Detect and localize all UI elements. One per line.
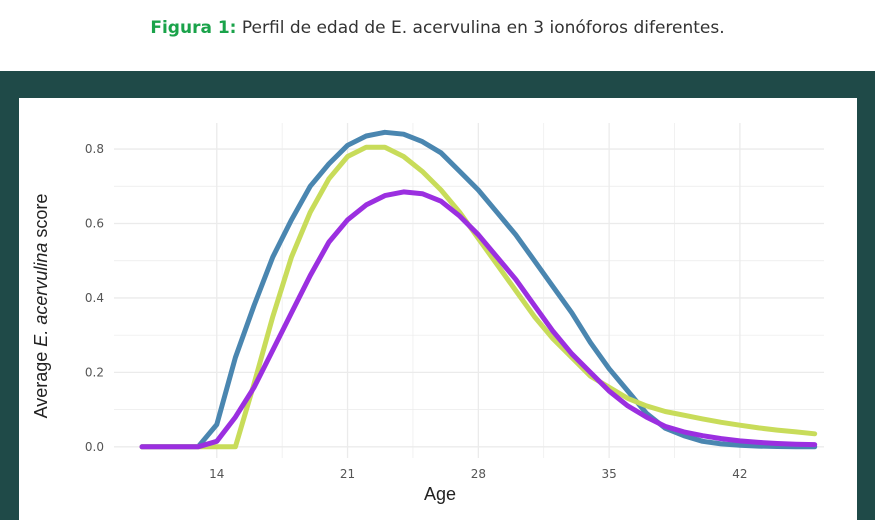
major-gridlines (114, 123, 824, 458)
figure-label: Figura 1: (150, 18, 237, 38)
y-axis-title-part-1: Average (31, 347, 51, 419)
figure-caption-text: Perfil de edad de E. acervulina en 3 ion… (236, 18, 725, 38)
y-tick-label: 0.6 (85, 217, 104, 231)
series-line-3 (139, 189, 818, 450)
series-line-1 (139, 129, 818, 450)
minor-gridlines (114, 123, 824, 458)
x-tick-label: 35 (601, 467, 616, 481)
y-tick-label: 0.8 (85, 142, 104, 156)
y-axis-title-part-3: score (31, 194, 51, 243)
series-lines (139, 129, 818, 450)
y-tick-labels: 0.0 0.2 0.4 0.6 0.8 (85, 142, 104, 454)
x-tick-label: 21 (340, 467, 355, 481)
line-chart: 0.0 0.2 0.4 0.6 0.8 14 21 28 35 42 Age Average E… (31, 123, 824, 504)
x-tick-labels: 14 21 28 35 42 (209, 467, 747, 481)
x-tick-label: 14 (209, 467, 224, 481)
figure-caption: Figura 1: Perfil de edad de E. acervulin… (0, 18, 875, 38)
y-axis-title: Average E. acervulina score (31, 194, 51, 419)
x-axis-title: Age (424, 484, 456, 504)
y-tick-label: 0.0 (85, 440, 104, 454)
y-axis-title-part-2: E. acervulina (31, 243, 51, 347)
chart-panel: 0.0 0.2 0.4 0.6 0.8 14 21 28 35 42 Age Average E… (19, 98, 857, 520)
x-tick-label: 42 (732, 467, 747, 481)
y-tick-label: 0.2 (85, 365, 104, 379)
x-tick-label: 28 (471, 467, 486, 481)
y-tick-label: 0.4 (85, 291, 104, 305)
